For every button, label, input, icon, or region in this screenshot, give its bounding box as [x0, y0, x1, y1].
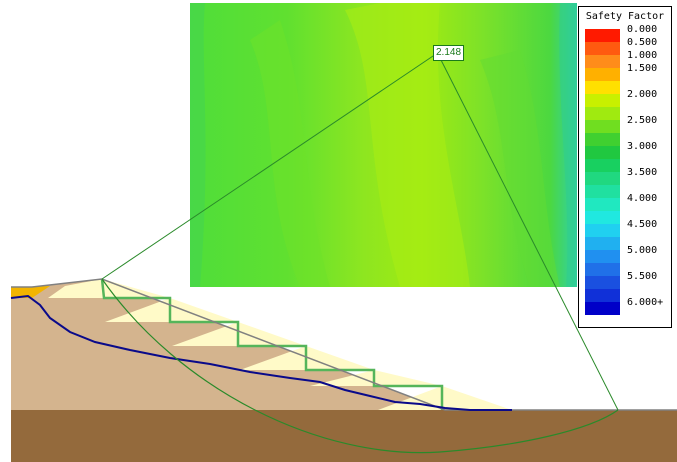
water-ponding: [11, 286, 50, 298]
legend-swatch: [585, 120, 620, 133]
legend-entry: [585, 185, 671, 209]
slip-center-ray-left: [101, 53, 437, 280]
slip-center-ray-right: [439, 57, 619, 411]
legend-entry: 2.000: [585, 89, 671, 118]
legend-swatch: [585, 146, 620, 159]
legend-label: 4.500: [627, 219, 658, 230]
legend-swatch: [585, 159, 620, 172]
legend-swatch: [585, 198, 620, 211]
legend-entry: [585, 81, 671, 105]
bench-outlines: [100, 278, 444, 410]
legend-entry: 4.500: [585, 219, 671, 248]
legend-swatch: [585, 276, 620, 289]
legend-swatch: [585, 133, 620, 146]
legend-swatch: [585, 81, 620, 94]
legend-label: 5.000: [627, 245, 658, 256]
legend-label: 1.500: [627, 63, 658, 74]
legend-title: Safety Factor: [585, 11, 665, 22]
water-table-line: [10, 294, 512, 411]
legend-entry: 0.000: [585, 24, 671, 53]
legend-swatch: [585, 263, 620, 276]
critical-factor-label[interactable]: 2.148: [433, 45, 465, 61]
legend-entry: 1.000: [585, 50, 671, 79]
legend-swatch: [585, 185, 620, 198]
legend-entry: [585, 237, 671, 261]
legend-label: 3.000: [627, 141, 658, 152]
legend-entry: 2.500: [585, 115, 671, 144]
legend-entry: 6.000+: [585, 297, 671, 326]
legend-swatch: [585, 224, 620, 237]
legend-label: 4.000: [627, 193, 658, 204]
legend-swatch: [585, 107, 620, 120]
legend-swatch: [585, 172, 620, 185]
legend-label: 1.000: [627, 50, 658, 61]
ground-surface-line: [11, 278, 677, 411]
legend-entry: [585, 133, 671, 157]
legend-label: 2.500: [627, 115, 658, 126]
legend-entry: [585, 211, 671, 235]
legend-swatch: [585, 237, 620, 250]
legend-label: 2.000: [627, 89, 658, 100]
legend-swatch: [585, 211, 620, 224]
legend-entry: [585, 107, 671, 131]
legend-swatch: [585, 289, 620, 302]
legend-label: 5.500: [627, 271, 658, 282]
legend-entry: 3.000: [585, 141, 671, 170]
legend-swatch: [585, 302, 620, 315]
legend-entry: 1.500: [585, 63, 671, 92]
legend-swatch: [585, 250, 620, 263]
legend-swatch: [585, 94, 620, 107]
legend-swatch: [585, 29, 620, 42]
legend-swatch: [585, 42, 620, 55]
slip-circle: [101, 278, 619, 454]
legend-label: 3.500: [627, 167, 658, 178]
legend-entry: [585, 159, 671, 183]
legend-entry: 5.500: [585, 271, 671, 300]
legend-label: 0.000: [627, 24, 658, 35]
legend-entry: 4.000: [585, 193, 671, 222]
legend-swatch: [585, 55, 620, 68]
bedrock-layer: [11, 410, 677, 462]
legend-entry: 0.500: [585, 37, 671, 66]
legend-label: 6.000+: [627, 297, 664, 308]
legend-entry: [585, 289, 671, 313]
legend-entry: [585, 263, 671, 287]
safety-factor-contour-grid: [190, 3, 577, 287]
safety-factor-legend: Safety Factor 0.000 0.500 1.000 1.500 2.000 2…: [578, 6, 672, 328]
legend-label: 0.500: [627, 37, 658, 48]
legend-entry: 5.000: [585, 245, 671, 274]
legend-swatch: [585, 68, 620, 81]
legend-entry: 3.500: [585, 167, 671, 196]
